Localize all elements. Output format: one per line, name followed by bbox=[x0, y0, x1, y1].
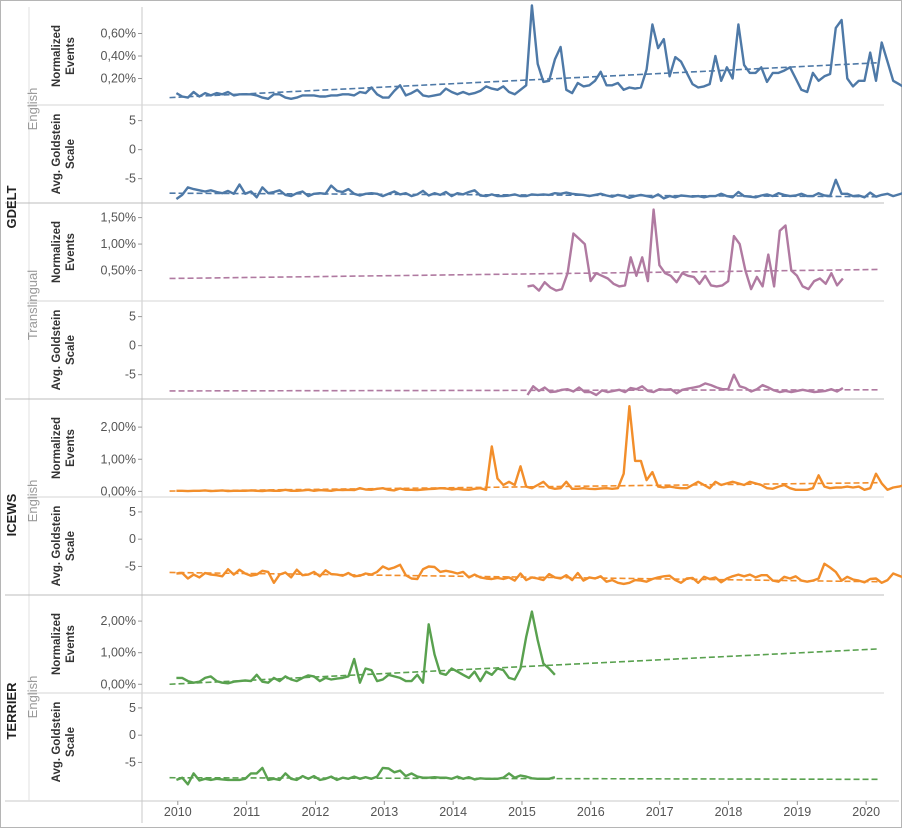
trend-line bbox=[169, 268, 879, 280]
source-label: TERRIER bbox=[4, 682, 19, 740]
metric-label: Avg. Goldstein Scale bbox=[51, 310, 77, 391]
y-tick-label: 0,00% bbox=[101, 484, 136, 498]
y-tick-label: 0,50% bbox=[101, 264, 136, 278]
y-tick-label: 5 bbox=[129, 505, 136, 519]
y-tick-label: 1,00% bbox=[101, 452, 136, 466]
y-tick-label: 5 bbox=[129, 701, 136, 715]
y-tick-label: 0,00% bbox=[101, 677, 136, 691]
metric-label-line: Scale bbox=[65, 531, 77, 561]
series-line bbox=[526, 373, 844, 397]
x-tick-label: 2012 bbox=[302, 805, 330, 819]
metric-label-line: Events bbox=[65, 625, 77, 663]
y-tick-label: 2,00% bbox=[101, 614, 136, 628]
metric-label-line: Events bbox=[65, 429, 77, 467]
y-tick-label: 0 bbox=[129, 143, 136, 157]
metric-label-line: Avg. Goldstein bbox=[51, 114, 63, 195]
y-tick-label: 1,50% bbox=[101, 211, 136, 225]
x-tick-label: 2011 bbox=[233, 805, 260, 819]
metric-label: Normalized Events bbox=[51, 25, 77, 87]
language-label: English bbox=[25, 480, 40, 523]
series-line bbox=[527, 208, 844, 292]
metric-label-line: Scale bbox=[65, 139, 77, 169]
y-tick-label: -5 bbox=[125, 172, 136, 186]
language-label: English bbox=[25, 676, 40, 719]
metric-label: Avg. Goldstein Scale bbox=[51, 506, 77, 587]
source-label: ICEWS bbox=[4, 493, 19, 536]
metric-label: Avg. Goldstein Scale bbox=[51, 114, 77, 195]
y-tick-label: 0,60% bbox=[101, 27, 136, 41]
x-tick-label: 2020 bbox=[852, 805, 880, 819]
x-tick-label: 2017 bbox=[646, 805, 674, 819]
metric-label-line: Normalized bbox=[51, 25, 63, 87]
metric-label-line: Normalized bbox=[51, 221, 63, 283]
y-tick-label: -5 bbox=[125, 559, 136, 573]
series-line bbox=[175, 178, 902, 200]
y-tick-label: 2,00% bbox=[101, 420, 136, 434]
metric-label-line: Avg. Goldstein bbox=[51, 310, 63, 391]
source-label: GDELT bbox=[4, 185, 19, 228]
metric-label-line: Scale bbox=[65, 335, 77, 365]
series-line bbox=[176, 610, 556, 685]
trend-line bbox=[169, 61, 879, 99]
trend-line bbox=[169, 388, 879, 392]
y-tick-label: 1,00% bbox=[101, 237, 136, 251]
series-line bbox=[176, 562, 902, 586]
metric-label-line: Avg. Goldstein bbox=[51, 506, 63, 587]
x-tick-label: 2010 bbox=[164, 805, 192, 819]
metric-label-line: Normalized bbox=[51, 613, 63, 675]
y-tick-label: 0 bbox=[129, 728, 136, 742]
language-label: Translingual bbox=[25, 270, 40, 340]
y-tick-label: 5 bbox=[129, 114, 136, 128]
x-tick-label: 2016 bbox=[577, 805, 605, 819]
metric-label-line: Avg. Goldstein bbox=[51, 702, 63, 783]
metric-label: Normalized Events bbox=[51, 221, 77, 283]
y-tick-label: 0 bbox=[129, 532, 136, 546]
y-tick-label: 1,00% bbox=[101, 646, 136, 660]
y-tick-label: -5 bbox=[125, 755, 136, 769]
x-tick-label: 2014 bbox=[439, 805, 467, 819]
metric-label-line: Scale bbox=[65, 727, 77, 757]
y-tick-label: 5 bbox=[129, 310, 136, 324]
metric-label: Normalized Events bbox=[51, 613, 77, 675]
y-tick-label: 0 bbox=[129, 339, 136, 353]
x-tick-label: 2019 bbox=[783, 805, 811, 819]
language-label: English bbox=[25, 88, 40, 131]
series-line bbox=[175, 4, 902, 101]
metric-label-line: Events bbox=[65, 233, 77, 271]
x-tick-label: 2013 bbox=[370, 805, 398, 819]
series-line bbox=[175, 766, 556, 786]
x-tick-label: 2015 bbox=[508, 805, 536, 819]
series-line bbox=[176, 405, 902, 493]
metric-label-line: Normalized bbox=[51, 417, 63, 479]
y-tick-label: 0,20% bbox=[101, 72, 136, 86]
x-tick-label: 2018 bbox=[715, 805, 743, 819]
y-tick-label: -5 bbox=[125, 368, 136, 382]
y-tick-label: 0,40% bbox=[101, 49, 136, 63]
metric-label: Normalized Events bbox=[51, 417, 77, 479]
metric-label-line: Events bbox=[65, 37, 77, 75]
metric-label: Avg. Goldstein Scale bbox=[51, 702, 77, 783]
trend-line bbox=[169, 776, 879, 781]
